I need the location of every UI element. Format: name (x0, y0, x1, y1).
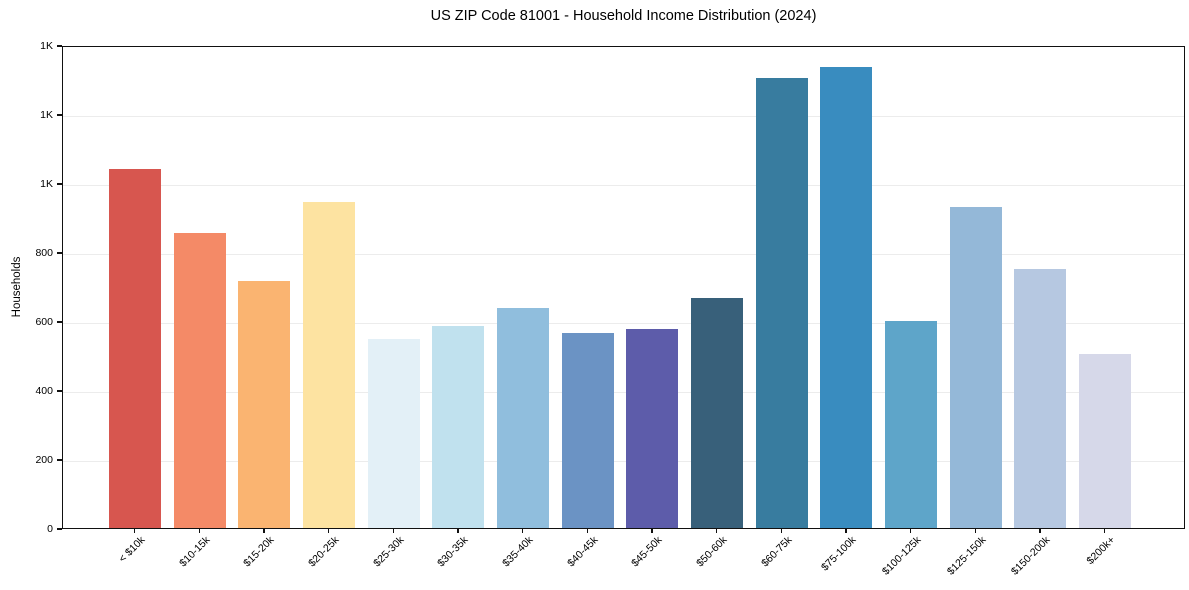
y-tick-label: 0 (47, 522, 53, 535)
y-tick-mark (57, 321, 62, 323)
y-axis-title: Households (11, 256, 23, 318)
y-tick-label: 600 (35, 315, 53, 328)
gridline (63, 460, 1184, 462)
y-tick-mark (57, 528, 62, 530)
bar-35-40k (497, 307, 550, 528)
x-tick-mark (1039, 529, 1041, 533)
x-tick-mark (716, 529, 718, 533)
gridline (63, 184, 1184, 186)
gridline (63, 253, 1184, 255)
y-tick-mark (57, 459, 62, 461)
bar-200k (1079, 353, 1132, 528)
bar-150-200k (1014, 268, 1067, 528)
bar-25-30k (367, 338, 420, 528)
bar-100-125k (885, 321, 938, 528)
y-tick-label: 1K (40, 39, 53, 52)
bar-125-150k (949, 206, 1002, 528)
x-tick-mark (910, 529, 912, 533)
x-tick-mark (1104, 529, 1106, 533)
y-tick-mark (57, 183, 62, 185)
y-tick-mark (57, 114, 62, 116)
y-tick-label: 200 (35, 453, 53, 466)
x-tick-mark (392, 529, 394, 533)
gridline (63, 322, 1184, 324)
y-tick-label: 1K (40, 177, 53, 190)
bar-10-15k (173, 233, 226, 528)
x-tick-mark (974, 529, 976, 533)
bar-15-20k (238, 281, 291, 528)
x-tick-mark (845, 529, 847, 533)
chart-title: US ZIP Code 81001 - Household Income Dis… (430, 8, 817, 24)
bar-20-25k (303, 202, 355, 528)
bar-50-60k (691, 297, 744, 528)
bar-30-35k (432, 326, 485, 528)
x-tick-mark (522, 529, 524, 533)
x-tick-mark (651, 529, 653, 533)
x-tick-mark (134, 529, 136, 533)
bar-40-45k (561, 333, 614, 528)
y-tick-mark (57, 252, 62, 254)
bar-10k (109, 169, 161, 528)
bar-45-50k (626, 328, 679, 528)
y-tick-label: 1K (40, 108, 53, 121)
x-tick-mark (457, 529, 459, 533)
plot-area (62, 46, 1185, 529)
y-tick-mark (57, 390, 62, 392)
bar-60-75k (755, 77, 808, 528)
y-tick-label: 800 (35, 246, 53, 259)
x-tick-label: < $10k (116, 534, 148, 565)
x-tick-mark (263, 529, 265, 533)
y-tick-label: 400 (35, 384, 53, 397)
x-tick-mark (586, 529, 588, 533)
y-tick-mark (57, 45, 62, 47)
x-tick-mark (328, 529, 330, 533)
gridline (63, 115, 1184, 117)
x-tick-mark (198, 529, 200, 533)
x-tick-mark (780, 529, 782, 533)
gridline (63, 391, 1184, 393)
bar-75-100k (820, 67, 873, 528)
